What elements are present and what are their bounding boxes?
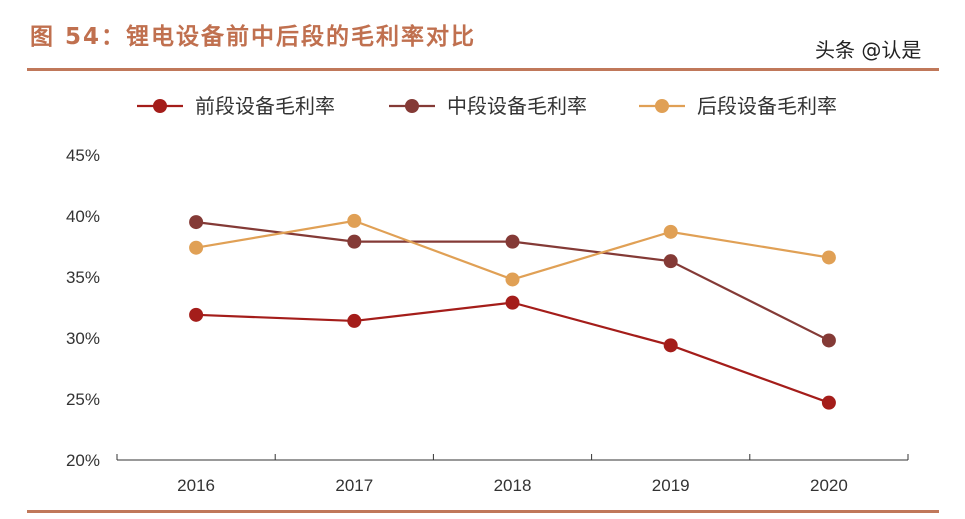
data-point (505, 272, 520, 287)
data-point (663, 254, 678, 269)
figure-title: 图 54：锂电设备前中后段的毛利率对比 (30, 24, 477, 50)
legend-marker (405, 99, 419, 113)
title-divider (27, 68, 939, 71)
legend-marker (153, 99, 167, 113)
x-tick-label: 2018 (494, 476, 532, 495)
data-point (189, 307, 204, 322)
data-point (505, 295, 520, 310)
data-point (821, 250, 836, 265)
legend-label: 后段设备毛利率 (697, 94, 837, 118)
y-tick-label: 25% (66, 390, 100, 409)
data-point (189, 240, 204, 255)
y-tick-label: 45% (66, 146, 100, 165)
y-tick-label: 20% (66, 451, 100, 470)
data-point (347, 213, 362, 228)
data-point (821, 333, 836, 348)
y-tick-label: 30% (66, 329, 100, 348)
data-point (663, 338, 678, 353)
x-tick-label: 2017 (335, 476, 373, 495)
x-tick-label: 2020 (810, 476, 848, 495)
data-point (505, 234, 520, 249)
legend-marker (655, 99, 669, 113)
data-point (189, 215, 204, 230)
bottom-divider (27, 510, 939, 513)
data-point (663, 224, 678, 239)
data-point (821, 395, 836, 410)
y-tick-label: 35% (66, 268, 100, 287)
x-tick-label: 2016 (177, 476, 215, 495)
data-point (347, 234, 362, 249)
data-point (347, 313, 362, 328)
y-tick-label: 40% (66, 207, 100, 226)
series-line (195, 219, 830, 281)
legend-label: 中段设备毛利率 (447, 94, 587, 118)
watermark: 头条 @认是 (815, 38, 922, 62)
series-line (196, 301, 830, 404)
legend-label: 前段设备毛利率 (195, 94, 335, 118)
x-tick-label: 2019 (652, 476, 690, 495)
